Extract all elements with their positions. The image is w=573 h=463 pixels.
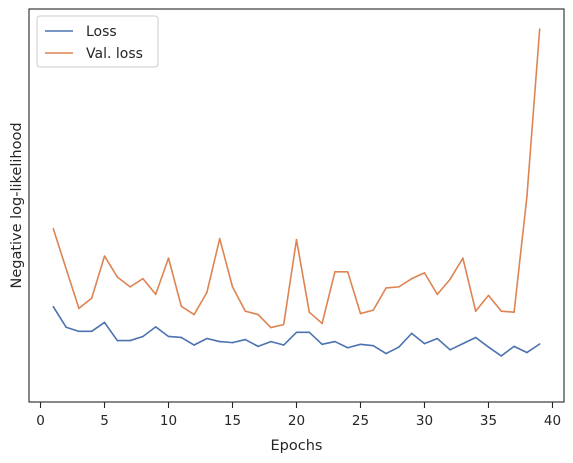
x-tick-label: 0 [36,413,45,429]
data-point-val-loss [321,322,323,325]
data-point-val-loss [410,277,413,280]
data-point-val-loss [474,310,477,312]
data-point-loss [270,340,272,343]
data-point-val-loss [193,313,195,316]
legend-box [36,15,159,68]
x-tick-label: 10 [160,413,177,429]
data-point-loss [462,342,464,345]
data-point-loss [500,355,503,357]
plot-area [29,9,564,402]
data-point-val-loss [295,238,298,241]
data-point-loss [103,321,106,324]
data-point-loss [398,346,400,348]
data-point-val-loss [180,305,183,308]
data-point-loss [538,343,541,345]
data-point-val-loss [65,267,67,270]
data-point-loss [334,340,336,343]
series-layer [52,28,541,357]
data-point-loss [257,345,259,348]
x-tick-label: 25 [352,413,369,429]
data-point-loss [436,337,439,340]
data-point-val-loss [78,307,80,310]
data-point-loss [474,336,477,339]
y-axis-label: Negative log-likelihood [9,122,25,288]
data-point-loss [308,331,311,334]
data-point-val-loss [538,28,541,30]
data-point-loss [78,330,80,333]
data-point-loss [359,343,362,346]
data-point-loss [385,352,387,355]
data-point-val-loss [142,277,144,280]
plot-frame [28,8,565,403]
x-tick-label: 20 [288,413,305,429]
x-tick-label: 35 [480,413,497,429]
data-point-loss [244,338,247,341]
data-point-loss [206,337,208,340]
data-point-val-loss [398,286,400,288]
x-tick-label: 15 [224,413,241,429]
data-point-val-loss [282,323,285,326]
data-point-val-loss [500,310,503,312]
data-point-val-loss [52,227,55,230]
data-point-val-loss [359,312,362,315]
data-point-loss [321,343,323,346]
data-point-loss [90,330,93,333]
data-point-val-loss [449,278,451,281]
data-point-val-loss [90,297,93,299]
data-point-val-loss [334,271,336,273]
data-point-loss [142,335,144,338]
data-point-loss [116,339,119,342]
data-point-loss [52,305,55,308]
x-tick-label: 30 [416,413,433,429]
data-point-val-loss [231,286,234,288]
x-tick-label: 5 [100,413,109,429]
data-point-loss [282,344,285,346]
data-point-val-loss [244,310,247,312]
data-point-loss [129,339,131,342]
data-point-loss [346,346,349,349]
data-point-loss [193,344,195,346]
data-point-loss [154,326,157,328]
x-tick-label: 40 [544,413,561,429]
legend-label-loss: Loss [86,24,117,40]
legend: Loss Val. loss [36,15,159,68]
data-point-loss [218,340,221,343]
data-point-val-loss [372,309,375,311]
data-point-loss [372,344,375,347]
legend-label-val-loss: Val. loss [86,46,143,62]
x-axis-ticks: 0 5 10 15 20 25 30 35 40 [36,402,561,429]
data-point-val-loss [257,313,259,316]
data-point-val-loss [116,276,119,278]
data-point-loss [423,342,426,345]
data-point-val-loss [385,287,387,289]
x-axis-label: Epochs [271,438,323,454]
data-point-val-loss [513,311,515,313]
data-point-val-loss [270,326,272,329]
data-point-loss [231,341,234,344]
data-point-val-loss [436,293,439,296]
data-point-val-loss [308,311,311,313]
data-point-val-loss [206,291,208,294]
data-point-loss [487,346,490,348]
data-point-val-loss [129,286,131,288]
data-point-loss [295,331,298,334]
data-point-val-loss [167,257,170,259]
data-point-loss [526,351,528,354]
data-point-val-loss [154,293,157,296]
data-point-loss [180,336,183,339]
data-point-val-loss [487,294,490,297]
data-point-loss [410,332,413,335]
data-point-val-loss [103,255,106,257]
data-point-loss [167,335,170,338]
data-point-loss [65,326,67,329]
data-point-val-loss [462,257,464,259]
data-point-val-loss [346,271,349,273]
data-point-val-loss [423,272,426,274]
data-point-val-loss [218,237,221,240]
data-point-val-loss [526,196,528,198]
data-point-loss [449,349,451,351]
data-point-loss [513,345,515,348]
